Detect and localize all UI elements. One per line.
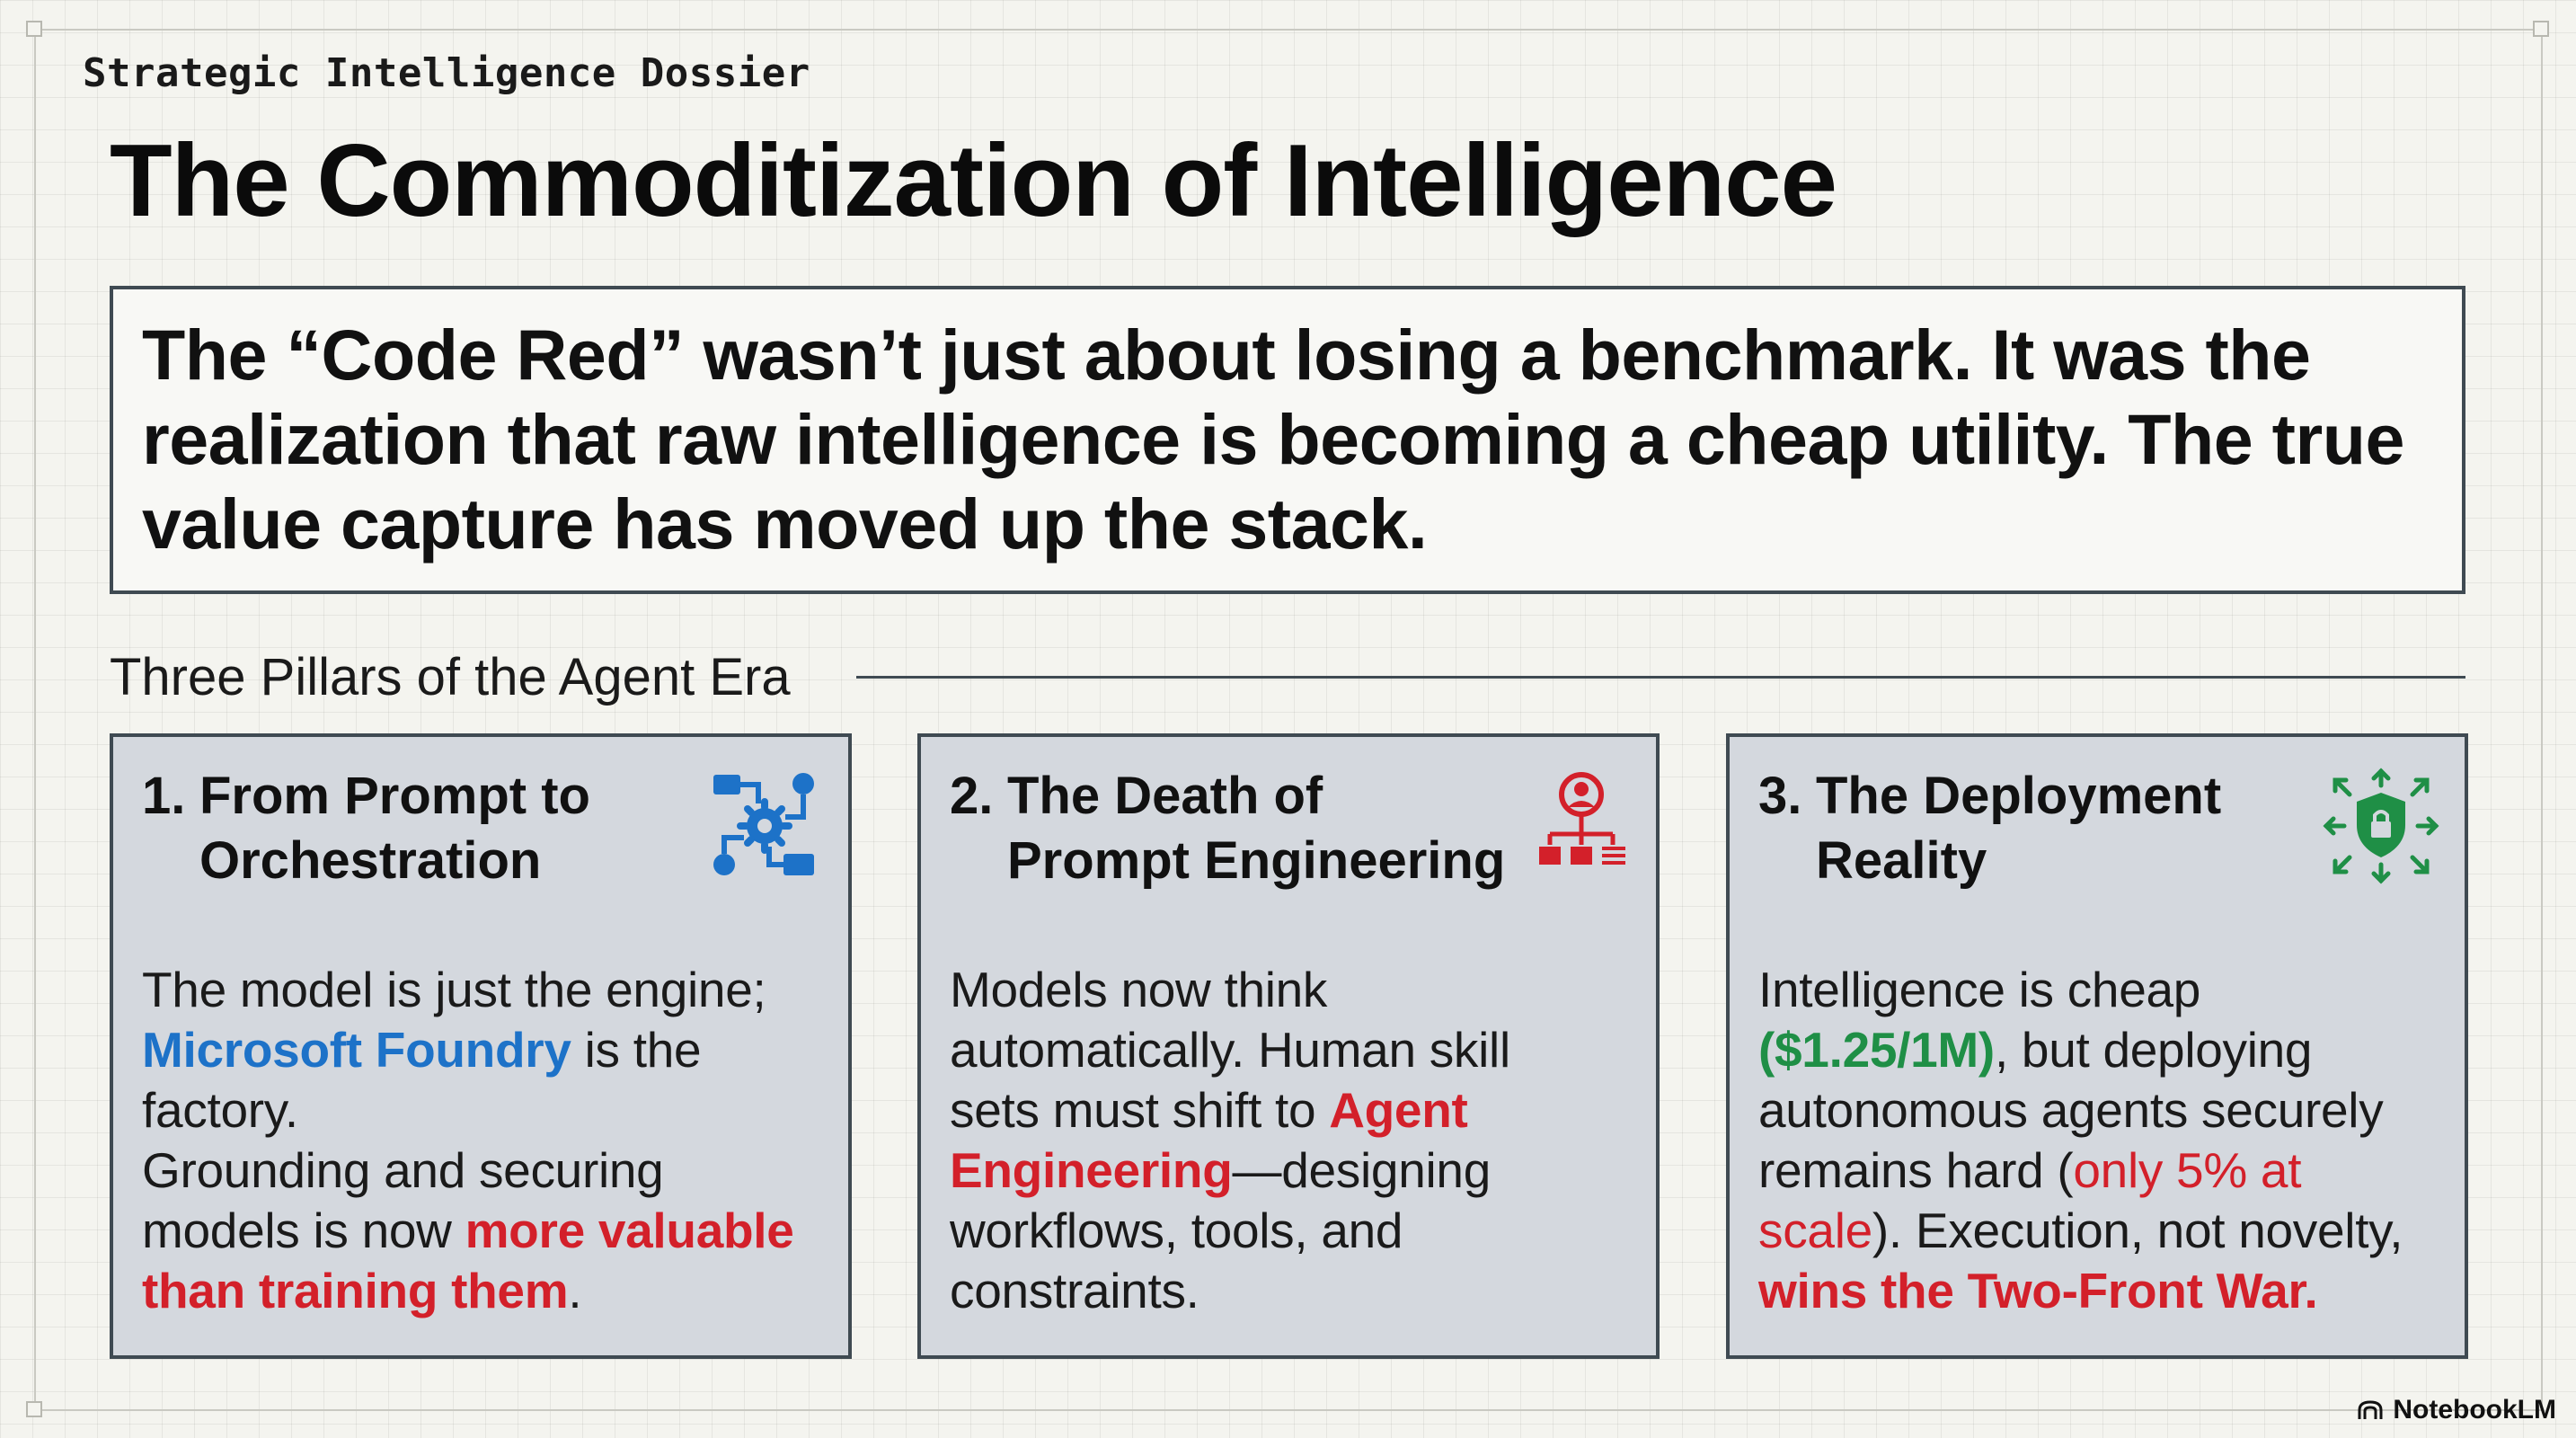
frame-right <box>2541 29 2543 1411</box>
notebooklm-logo-icon <box>2358 1400 2383 1419</box>
thesis-text: The “Code Red” wasn’t just about losing … <box>142 315 2404 564</box>
pillar-body: Intelligence is cheap ($1.25/1M), but de… <box>1758 960 2441 1321</box>
body-text: , but deploying autonomous agents secure… <box>1758 1022 2384 1198</box>
page-title: The Commoditization of Intelligence <box>110 124 1837 238</box>
body-text: —designing workflows, tools, and constra… <box>950 1142 1491 1318</box>
body-text: Intelligence is cheap <box>1758 962 2201 1017</box>
pillar-card-2: 2. The Death of Prompt Engineering Models… <box>917 733 1660 1359</box>
pillar-title-line2: Prompt Engineering <box>1007 831 1506 890</box>
badge-label: NotebookLM <box>2393 1395 2556 1425</box>
highlight-only-5-percent: only 5% at scale <box>1758 1142 2302 1258</box>
pillar-card-1: 1. From Prompt to Orchestration The model… <box>110 733 852 1359</box>
pillar-card-3: 3. The Deployment Reality Intelligence is… <box>1726 733 2468 1359</box>
pillar-title-line1: The Deployment <box>1816 767 2222 825</box>
highlight-more-valuable: more valuable than training them <box>142 1203 794 1318</box>
body-text: Grounding and securing models is now <box>142 1142 664 1258</box>
pillar-title: 2. The Death of Prompt Engineering <box>950 764 1525 893</box>
frame-bottom <box>34 1409 2541 1411</box>
shield-lock-icon <box>2323 768 2439 884</box>
body-text: ). Execution, not novelty, <box>1872 1203 2403 1258</box>
frame-corner <box>26 1401 42 1417</box>
pillar-body: Models now think automatically. Human sk… <box>950 960 1570 1321</box>
frame-top <box>34 29 2541 31</box>
pillar-body: The model is just the engine; Microsoft … <box>142 960 825 1321</box>
pillar-title-line2: Orchestration <box>199 831 542 890</box>
body-text: . <box>568 1263 582 1318</box>
pillar-title-line1: The Death of <box>1007 767 1323 825</box>
pillar-title: 1. From Prompt to Orchestration <box>142 764 681 893</box>
notebooklm-badge: NotebookLM <box>2357 1395 2556 1425</box>
frame-corner <box>26 21 42 37</box>
highlight-price: ($1.25/1M) <box>1758 1022 1995 1078</box>
frame-corner <box>2533 21 2549 37</box>
agent-hierarchy-icon <box>1539 772 1625 865</box>
section-label: Three Pillars of the Agent Era <box>110 648 791 706</box>
frame-left <box>34 29 36 1411</box>
pillar-number: 2. <box>950 767 994 825</box>
pillar-number: 1. <box>142 767 186 825</box>
thesis-box: The “Code Red” wasn’t just about losing … <box>110 286 2465 594</box>
pillar-title-line1: From Prompt to <box>199 767 590 825</box>
pillar-title-line2: Reality <box>1816 831 1987 890</box>
pillar-title: 3. The Deployment Reality <box>1758 764 2297 893</box>
body-text: The model is just the engine; <box>142 962 766 1017</box>
highlight-microsoft-foundry: Microsoft Foundry <box>142 1022 571 1078</box>
highlight-two-front-war: wins the Two-Front War. <box>1758 1263 2318 1318</box>
section-divider <box>856 676 2465 679</box>
workflow-gear-icon <box>713 773 814 875</box>
body-text: Models now think automatically. Human sk… <box>950 962 1510 1138</box>
pillar-number: 3. <box>1758 767 1802 825</box>
body-text: is the factory. <box>142 1022 702 1138</box>
highlight-agent-engineering: Agent Engineering <box>950 1082 1468 1198</box>
kicker: Strategic Intelligence Dossier <box>83 50 810 96</box>
